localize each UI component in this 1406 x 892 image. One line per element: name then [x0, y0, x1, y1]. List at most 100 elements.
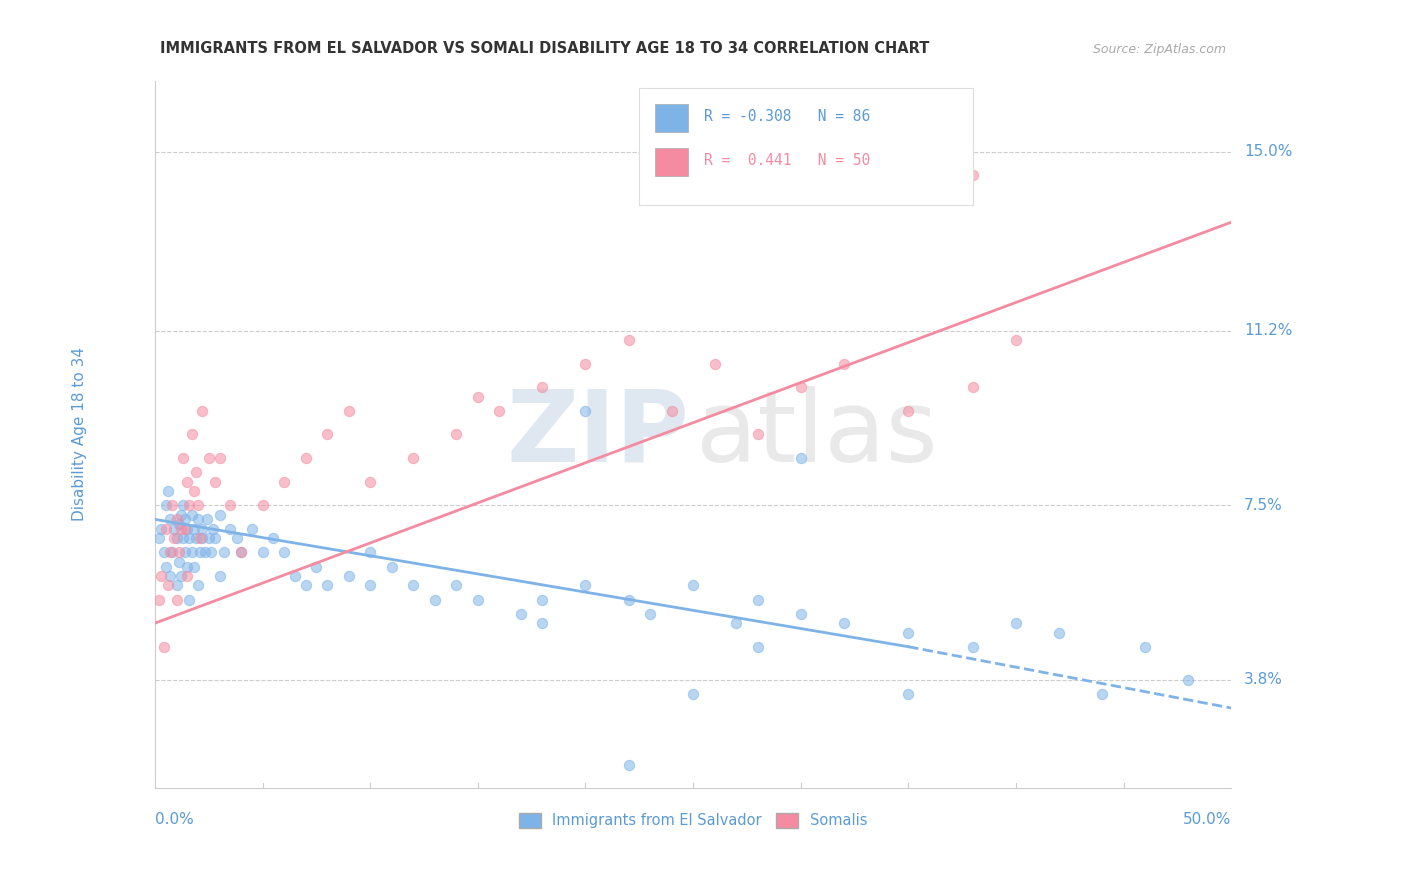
Point [172, 451, 194, 466]
Text: R =  0.441   N = 50: R = 0.441 N = 50 [704, 153, 870, 168]
Point [179, 498, 201, 512]
Point [337, 569, 360, 583]
Text: 11.2%: 11.2% [1244, 323, 1292, 338]
Point [170, 508, 193, 522]
Point [183, 484, 205, 499]
Point [962, 168, 984, 182]
Point [446, 427, 468, 442]
Text: 0.0%: 0.0% [155, 812, 194, 827]
Point [180, 508, 202, 522]
Point [208, 508, 231, 522]
Point [273, 475, 295, 489]
Point [159, 545, 181, 559]
Point [359, 578, 381, 592]
Point [166, 578, 188, 592]
Point [832, 616, 855, 631]
Point [488, 404, 510, 418]
Text: ZIP: ZIP [508, 386, 690, 483]
Point [167, 555, 190, 569]
Point [150, 522, 173, 536]
Point [229, 545, 252, 559]
Point [204, 475, 226, 489]
Point [183, 522, 205, 536]
Point [262, 531, 284, 545]
Point [638, 607, 661, 621]
Point [574, 578, 596, 592]
Point [531, 592, 554, 607]
Point [467, 592, 489, 607]
Point [617, 333, 640, 347]
Point [188, 545, 211, 559]
Point [198, 451, 221, 466]
Point [682, 578, 704, 592]
Bar [655, 148, 688, 177]
Point [402, 451, 425, 466]
Point [531, 616, 554, 631]
Point [316, 427, 339, 442]
Point [703, 357, 725, 371]
Point [897, 404, 920, 418]
Point [1133, 640, 1156, 654]
Point [789, 380, 811, 394]
Point [170, 569, 193, 583]
Text: 15.0%: 15.0% [1244, 144, 1292, 159]
FancyBboxPatch shape [640, 88, 973, 204]
Point [1047, 625, 1070, 640]
Point [156, 578, 179, 592]
Point [305, 559, 328, 574]
Point [273, 545, 295, 559]
Point [166, 531, 188, 545]
Point [167, 517, 190, 532]
Point [316, 578, 339, 592]
Point [294, 578, 316, 592]
Point [381, 559, 404, 574]
Point [208, 451, 231, 466]
Point [574, 404, 596, 418]
Point [191, 522, 214, 536]
Text: R = -0.308   N = 86: R = -0.308 N = 86 [704, 109, 870, 124]
Point [187, 512, 209, 526]
Point [176, 559, 198, 574]
Point [252, 545, 274, 559]
Point [188, 531, 211, 545]
Point [176, 569, 198, 583]
Point [166, 592, 188, 607]
Point [219, 522, 242, 536]
Point [191, 531, 214, 545]
Point [163, 531, 186, 545]
Point [962, 380, 984, 394]
Point [225, 531, 247, 545]
Point [160, 498, 183, 512]
Point [179, 592, 201, 607]
Point [155, 559, 177, 574]
Point [180, 427, 202, 442]
Point [174, 512, 197, 526]
Point [198, 531, 221, 545]
Point [359, 475, 381, 489]
Point [467, 390, 489, 404]
Point [167, 545, 190, 559]
Point [193, 545, 215, 559]
Point [184, 531, 207, 545]
Point [402, 578, 425, 592]
Point [179, 531, 201, 545]
Point [446, 578, 468, 592]
Point [172, 498, 194, 512]
Point [183, 559, 205, 574]
Point [531, 380, 554, 394]
Point [159, 512, 181, 526]
Text: 50.0%: 50.0% [1182, 812, 1232, 827]
Point [191, 404, 214, 418]
Point [219, 498, 242, 512]
Point [152, 640, 174, 654]
Text: 3.8%: 3.8% [1244, 673, 1282, 687]
Point [897, 625, 920, 640]
Point [204, 531, 226, 545]
Point [212, 545, 235, 559]
Point [166, 512, 188, 526]
Point [897, 687, 920, 701]
Point [240, 522, 263, 536]
Point [184, 465, 207, 479]
Point [747, 592, 769, 607]
Point [725, 616, 748, 631]
